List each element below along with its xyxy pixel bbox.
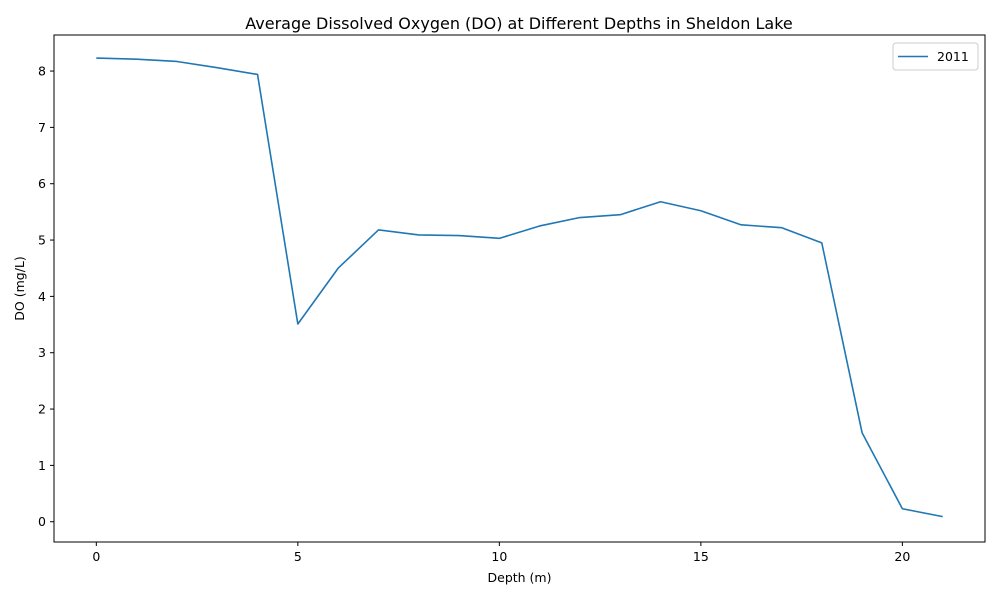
data-point [740,224,742,226]
data-point [136,58,138,60]
legend-label-2011: 2011 [937,49,969,64]
plot-area [53,34,986,543]
data-point [337,267,339,269]
y-axis-ticks: 0 1 2 3 4 5 6 7 8 [38,64,54,529]
y-tick-label: 6 [38,176,46,191]
data-point [660,201,662,203]
y-axis-label: DO (mg/L) [12,256,27,320]
y-tick-label: 1 [38,458,46,473]
y-tick-label: 8 [38,64,46,79]
data-point [499,238,501,240]
data-point [176,61,178,63]
data-point [216,67,218,69]
data-point [619,214,621,216]
y-tick-label: 5 [38,233,46,248]
x-tick-label: 10 [491,549,507,564]
y-tick-label: 2 [38,402,46,417]
chart-title: Average Dissolved Oxygen (DO) at Differe… [245,14,792,33]
data-point [700,210,702,212]
data-point [297,323,299,325]
data-point [458,235,460,237]
series-line-2011 [96,57,943,518]
x-tick-label: 5 [294,549,302,564]
x-tick-label: 15 [693,549,709,564]
data-point [902,508,904,510]
data-point [861,432,863,434]
data-point [539,225,541,227]
data-point [257,74,259,76]
data-point [821,242,823,244]
data-point [418,234,420,236]
legend-box [892,42,979,71]
x-tick-label: 0 [92,549,100,564]
y-tick-label: 3 [38,345,46,360]
data-point [579,217,581,219]
data-point [942,516,944,518]
data-point [378,229,380,231]
legend: 2011 [892,42,979,71]
series-layer [96,57,944,518]
data-point [96,57,98,59]
y-tick-label: 7 [38,120,46,135]
data-point [781,227,783,229]
x-axis-ticks: 0 5 10 15 20 [92,542,910,564]
x-tick-label: 20 [894,549,910,564]
axes-frame [53,34,986,543]
x-axis-label: Depth (m) [488,570,552,585]
y-tick-label: 0 [38,514,46,529]
y-tick-label: 4 [38,289,46,304]
